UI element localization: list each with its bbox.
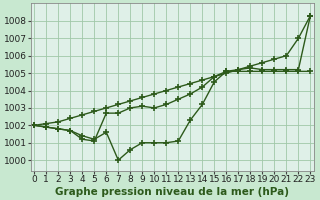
X-axis label: Graphe pression niveau de la mer (hPa): Graphe pression niveau de la mer (hPa) — [55, 187, 289, 197]
